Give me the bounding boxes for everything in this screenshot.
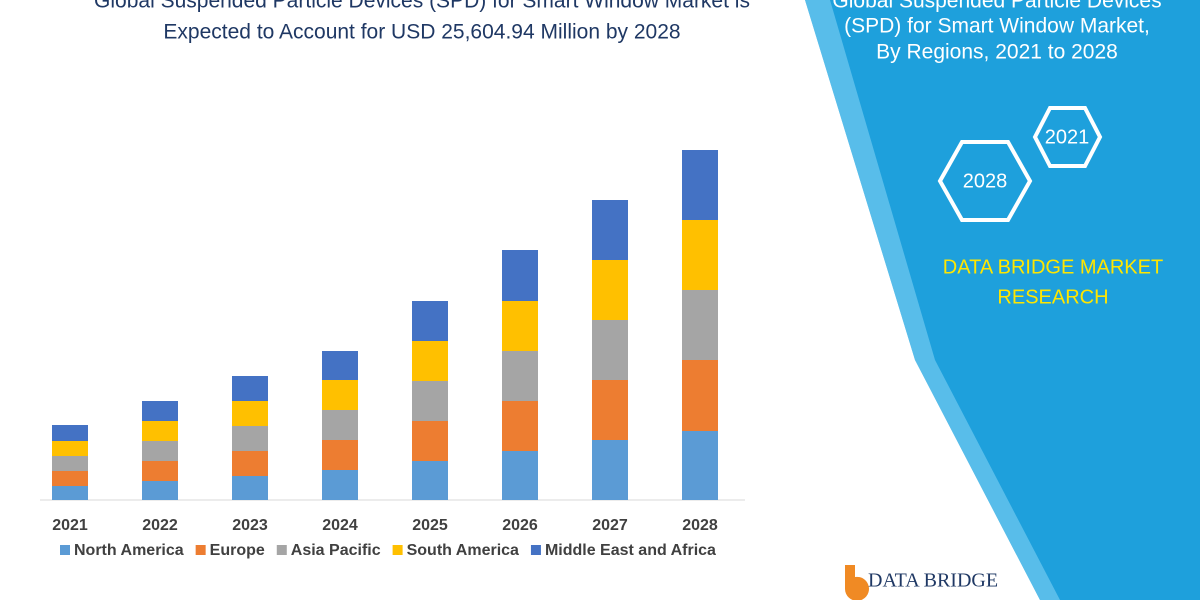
bar-segment bbox=[502, 451, 538, 500]
hexagon bbox=[937, 140, 1033, 222]
bar-segment bbox=[322, 470, 358, 500]
x-tick-label: 2026 bbox=[502, 517, 538, 534]
bar-segment bbox=[322, 410, 358, 440]
bar-segment bbox=[592, 320, 628, 380]
bar-segment bbox=[592, 440, 628, 500]
bar-segment bbox=[322, 440, 358, 470]
legend-label: South America bbox=[407, 542, 519, 559]
logo: DATA BRIDGE bbox=[868, 570, 998, 592]
legend-label: North America bbox=[74, 542, 184, 559]
bar-segment bbox=[682, 290, 718, 360]
badge: 2021 bbox=[1045, 126, 1090, 148]
x-tick-label: 2023 bbox=[232, 517, 268, 534]
bar-segment bbox=[682, 220, 718, 290]
bar-segment bbox=[142, 421, 178, 441]
legend-label: Europe bbox=[210, 542, 265, 559]
bar-segment bbox=[52, 471, 88, 486]
bar-segment bbox=[232, 376, 268, 401]
x-tick-label: 2021 bbox=[52, 517, 88, 534]
bar-segment bbox=[412, 301, 448, 341]
chart-title: Expected to Account for USD 25,604.94 Mi… bbox=[163, 21, 680, 44]
bar-segment bbox=[592, 200, 628, 260]
bar-segment bbox=[682, 150, 718, 220]
panel-title: (SPD) for Smart Window Market, bbox=[844, 15, 1150, 38]
bar-segment bbox=[142, 401, 178, 421]
chart-title: Global Suspended Particle Devices (SPD) … bbox=[94, 0, 750, 13]
bar-segment bbox=[142, 441, 178, 461]
side-panel bbox=[805, 0, 1200, 600]
badge: 2028 bbox=[963, 170, 1008, 192]
bar-segment bbox=[502, 301, 538, 351]
x-tick-label: 2027 bbox=[592, 517, 628, 534]
bar-segment bbox=[232, 476, 268, 500]
panel-title: By Regions, 2021 to 2028 bbox=[876, 41, 1118, 64]
legend-swatch bbox=[276, 545, 287, 555]
bar-segment bbox=[502, 401, 538, 451]
bar-segment bbox=[232, 401, 268, 426]
brand: DATA BRIDGE MARKET bbox=[943, 256, 1163, 278]
legend-swatch bbox=[530, 545, 541, 555]
bar-segment bbox=[322, 380, 358, 410]
bar-segment bbox=[412, 421, 448, 461]
legend-label: Asia Pacific bbox=[291, 542, 381, 559]
x-tick-label: 2024 bbox=[322, 517, 358, 534]
hexagon bbox=[1032, 106, 1103, 168]
bar-segment bbox=[142, 481, 178, 500]
bar-segment bbox=[592, 260, 628, 320]
bar-segment bbox=[52, 456, 88, 471]
legend-swatch bbox=[195, 545, 206, 555]
bar-segment bbox=[52, 486, 88, 500]
x-tick-label: 2025 bbox=[412, 517, 448, 534]
legend-swatch bbox=[60, 545, 70, 555]
bar-segment bbox=[502, 250, 538, 301]
bar-segment bbox=[682, 360, 718, 431]
legend-swatch bbox=[392, 545, 403, 555]
bar-segment bbox=[52, 425, 88, 441]
logo-icon bbox=[845, 565, 869, 600]
bar-segment bbox=[682, 431, 718, 500]
bar-segment bbox=[502, 351, 538, 401]
x-tick-label: 2022 bbox=[142, 517, 178, 534]
bar-segment bbox=[52, 441, 88, 456]
bar-segment bbox=[412, 381, 448, 421]
panel-edge bbox=[805, 0, 1060, 600]
bar-segment bbox=[232, 426, 268, 451]
panel-title: Global Suspended Particle Devices bbox=[832, 0, 1161, 13]
legend-label: Middle East and Africa bbox=[545, 542, 716, 559]
x-tick-label: 2028 bbox=[682, 517, 718, 534]
bar-segment bbox=[322, 351, 358, 380]
brand: RESEARCH bbox=[997, 286, 1108, 308]
bar-segment bbox=[592, 380, 628, 440]
bar-segment bbox=[142, 461, 178, 481]
bar-segment bbox=[412, 341, 448, 381]
bar-segment bbox=[412, 461, 448, 500]
bar-segment bbox=[232, 451, 268, 476]
